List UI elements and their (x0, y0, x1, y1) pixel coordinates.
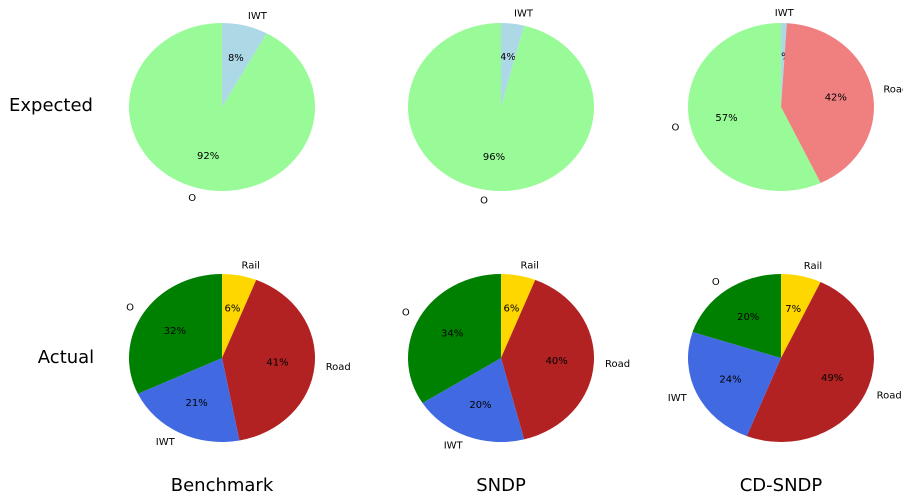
slice-label: O (188, 193, 196, 204)
pie-slice (128, 23, 315, 191)
column-label: SNDP (476, 475, 526, 496)
pie-slice (129, 274, 222, 394)
slice-label: Rail (521, 261, 539, 272)
pie-slice (501, 274, 536, 358)
pie-slice (501, 23, 525, 107)
pie-slice (688, 332, 781, 437)
value-label: 96% (483, 152, 505, 163)
value-label: 20% (469, 400, 491, 411)
slice-label: IWT (668, 393, 688, 404)
value-label: 6% (225, 303, 241, 314)
slice-label: O (402, 308, 410, 319)
slice-label: Road (605, 359, 630, 370)
value-label: 49% (821, 373, 843, 384)
pie-slice (222, 279, 315, 441)
column-label: Benchmark (171, 475, 274, 496)
slice-label: IWT (444, 440, 464, 451)
slice-label: IWT (775, 8, 795, 19)
pie-slice (408, 274, 501, 404)
value-label: 1% (775, 52, 791, 63)
pie-slice (688, 23, 821, 192)
pie-slice (422, 358, 525, 443)
value-label: 4% (500, 52, 516, 63)
value-label: 20% (737, 312, 759, 323)
slice-label: O (480, 195, 488, 206)
value-label: 57% (715, 113, 737, 124)
pie-slice (137, 358, 240, 442)
slice-label: IWT (514, 9, 534, 20)
slice-label: Rail (242, 261, 260, 272)
row-label: Expected (9, 95, 93, 116)
value-label: 24% (719, 374, 741, 385)
slice-label: O (671, 123, 679, 134)
slice-label: Rail (804, 261, 822, 272)
pie-slice (781, 23, 787, 107)
row-label: Actual (38, 347, 94, 368)
pie-slice (222, 274, 257, 358)
value-label: 42% (825, 93, 847, 104)
value-label: 8% (228, 53, 244, 64)
pie-slice (781, 23, 874, 184)
value-label: 6% (504, 303, 520, 314)
value-label: 41% (266, 358, 288, 369)
slice-label: IWT (248, 11, 268, 22)
value-label: 34% (441, 329, 463, 340)
value-label: 7% (785, 304, 801, 315)
slice-label: O (712, 277, 720, 288)
slice-label: IWT (156, 437, 176, 448)
slice-label: Road (883, 84, 903, 95)
pie-slice (746, 281, 874, 442)
value-label: 92% (197, 151, 219, 162)
pie-slice (408, 22, 595, 192)
pie-slice (222, 23, 267, 107)
pie-slice (501, 279, 595, 440)
pie-slice (692, 274, 781, 358)
value-label: 21% (186, 398, 208, 409)
slice-label: Road (326, 362, 351, 373)
pie-slice (781, 274, 821, 358)
value-label: 40% (546, 356, 568, 367)
value-label: 32% (164, 326, 186, 337)
slice-label: Road (877, 390, 902, 401)
column-label: CD-SNDP (740, 475, 823, 496)
slice-label: O (126, 303, 134, 314)
